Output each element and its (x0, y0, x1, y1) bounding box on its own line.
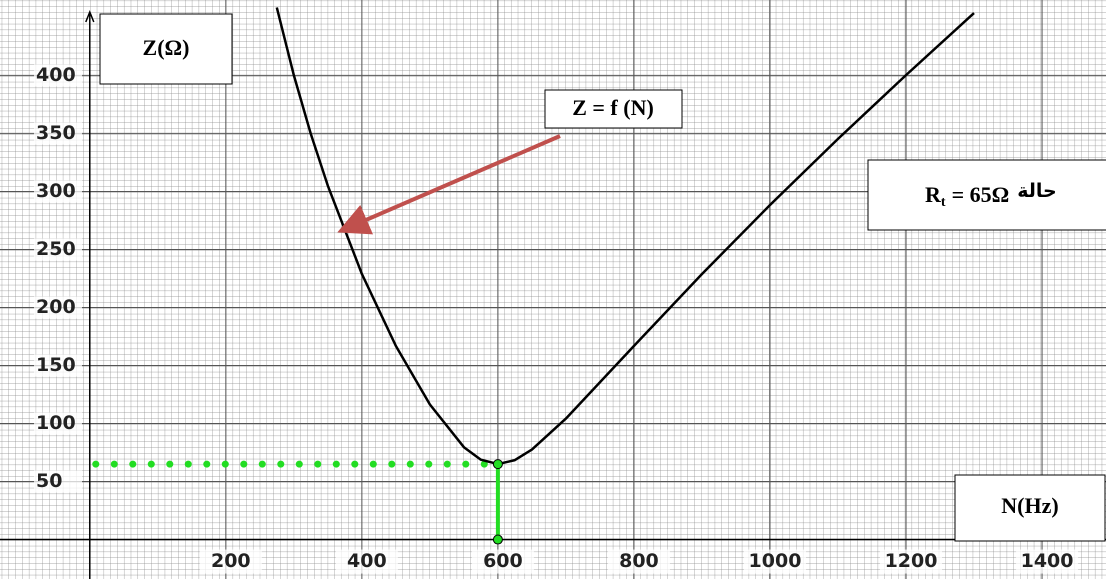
y-tick-label: 250 (36, 238, 76, 260)
x-label-box (954, 474, 1106, 542)
annotation-box (867, 159, 1106, 231)
annotation-arabic: حالة (1017, 180, 1056, 202)
annotation-symbol: R (925, 182, 942, 207)
tick-label-bg (34, 64, 82, 87)
y-tick-label: 350 (36, 122, 76, 144)
x-tick-label: 200 (211, 550, 251, 572)
x-tick-label: 400 (347, 550, 387, 572)
tick-label-bg (1016, 549, 1079, 574)
curve-label-box (544, 89, 683, 129)
y-axis-label: Z(Ω) (143, 35, 190, 60)
annotation: Rt = 65Ω حالة (925, 180, 1057, 211)
tick-label-bg (34, 238, 82, 261)
x-tick-label: 600 (483, 550, 523, 572)
x-tick-label: 1000 (749, 550, 802, 572)
y-tick-label: 150 (36, 354, 76, 376)
y-tick-label: 100 (36, 412, 76, 434)
tick-label-bg (34, 296, 82, 319)
x-tick-label: 1400 (1021, 550, 1074, 572)
x-tick-label: 800 (619, 550, 659, 572)
annotation-value: = 65Ω (952, 182, 1010, 207)
tick-label-bg (607, 549, 670, 574)
x-axis-label: N(Hz) (1001, 493, 1058, 518)
curve-label: Z = f (N) (572, 95, 654, 120)
curve-arrow (337, 134, 561, 235)
tick-label-bg (335, 549, 398, 574)
x-tick-label: 1200 (885, 550, 938, 572)
tick-label-bg (471, 549, 534, 574)
y-label-box (99, 13, 233, 85)
tick-label-bg (34, 180, 82, 203)
annotation-subscript: t (941, 195, 946, 210)
tick-label-bg (34, 470, 82, 493)
tick-label-bg (743, 549, 806, 574)
y-tick-label: 300 (36, 180, 76, 202)
y-axis-arrow (85, 9, 95, 23)
y-tick-label: 400 (36, 64, 76, 86)
tick-label-bg (880, 549, 943, 574)
tick-label-bg (34, 122, 82, 145)
y-tick-label: 200 (36, 296, 76, 318)
tick-label-bg (199, 549, 262, 574)
tick-label-bg (34, 412, 82, 435)
resonance-foot (492, 534, 503, 545)
y-tick-label: 50 (36, 470, 62, 492)
tick-label-bg (34, 354, 82, 377)
resonance-point (492, 459, 503, 470)
